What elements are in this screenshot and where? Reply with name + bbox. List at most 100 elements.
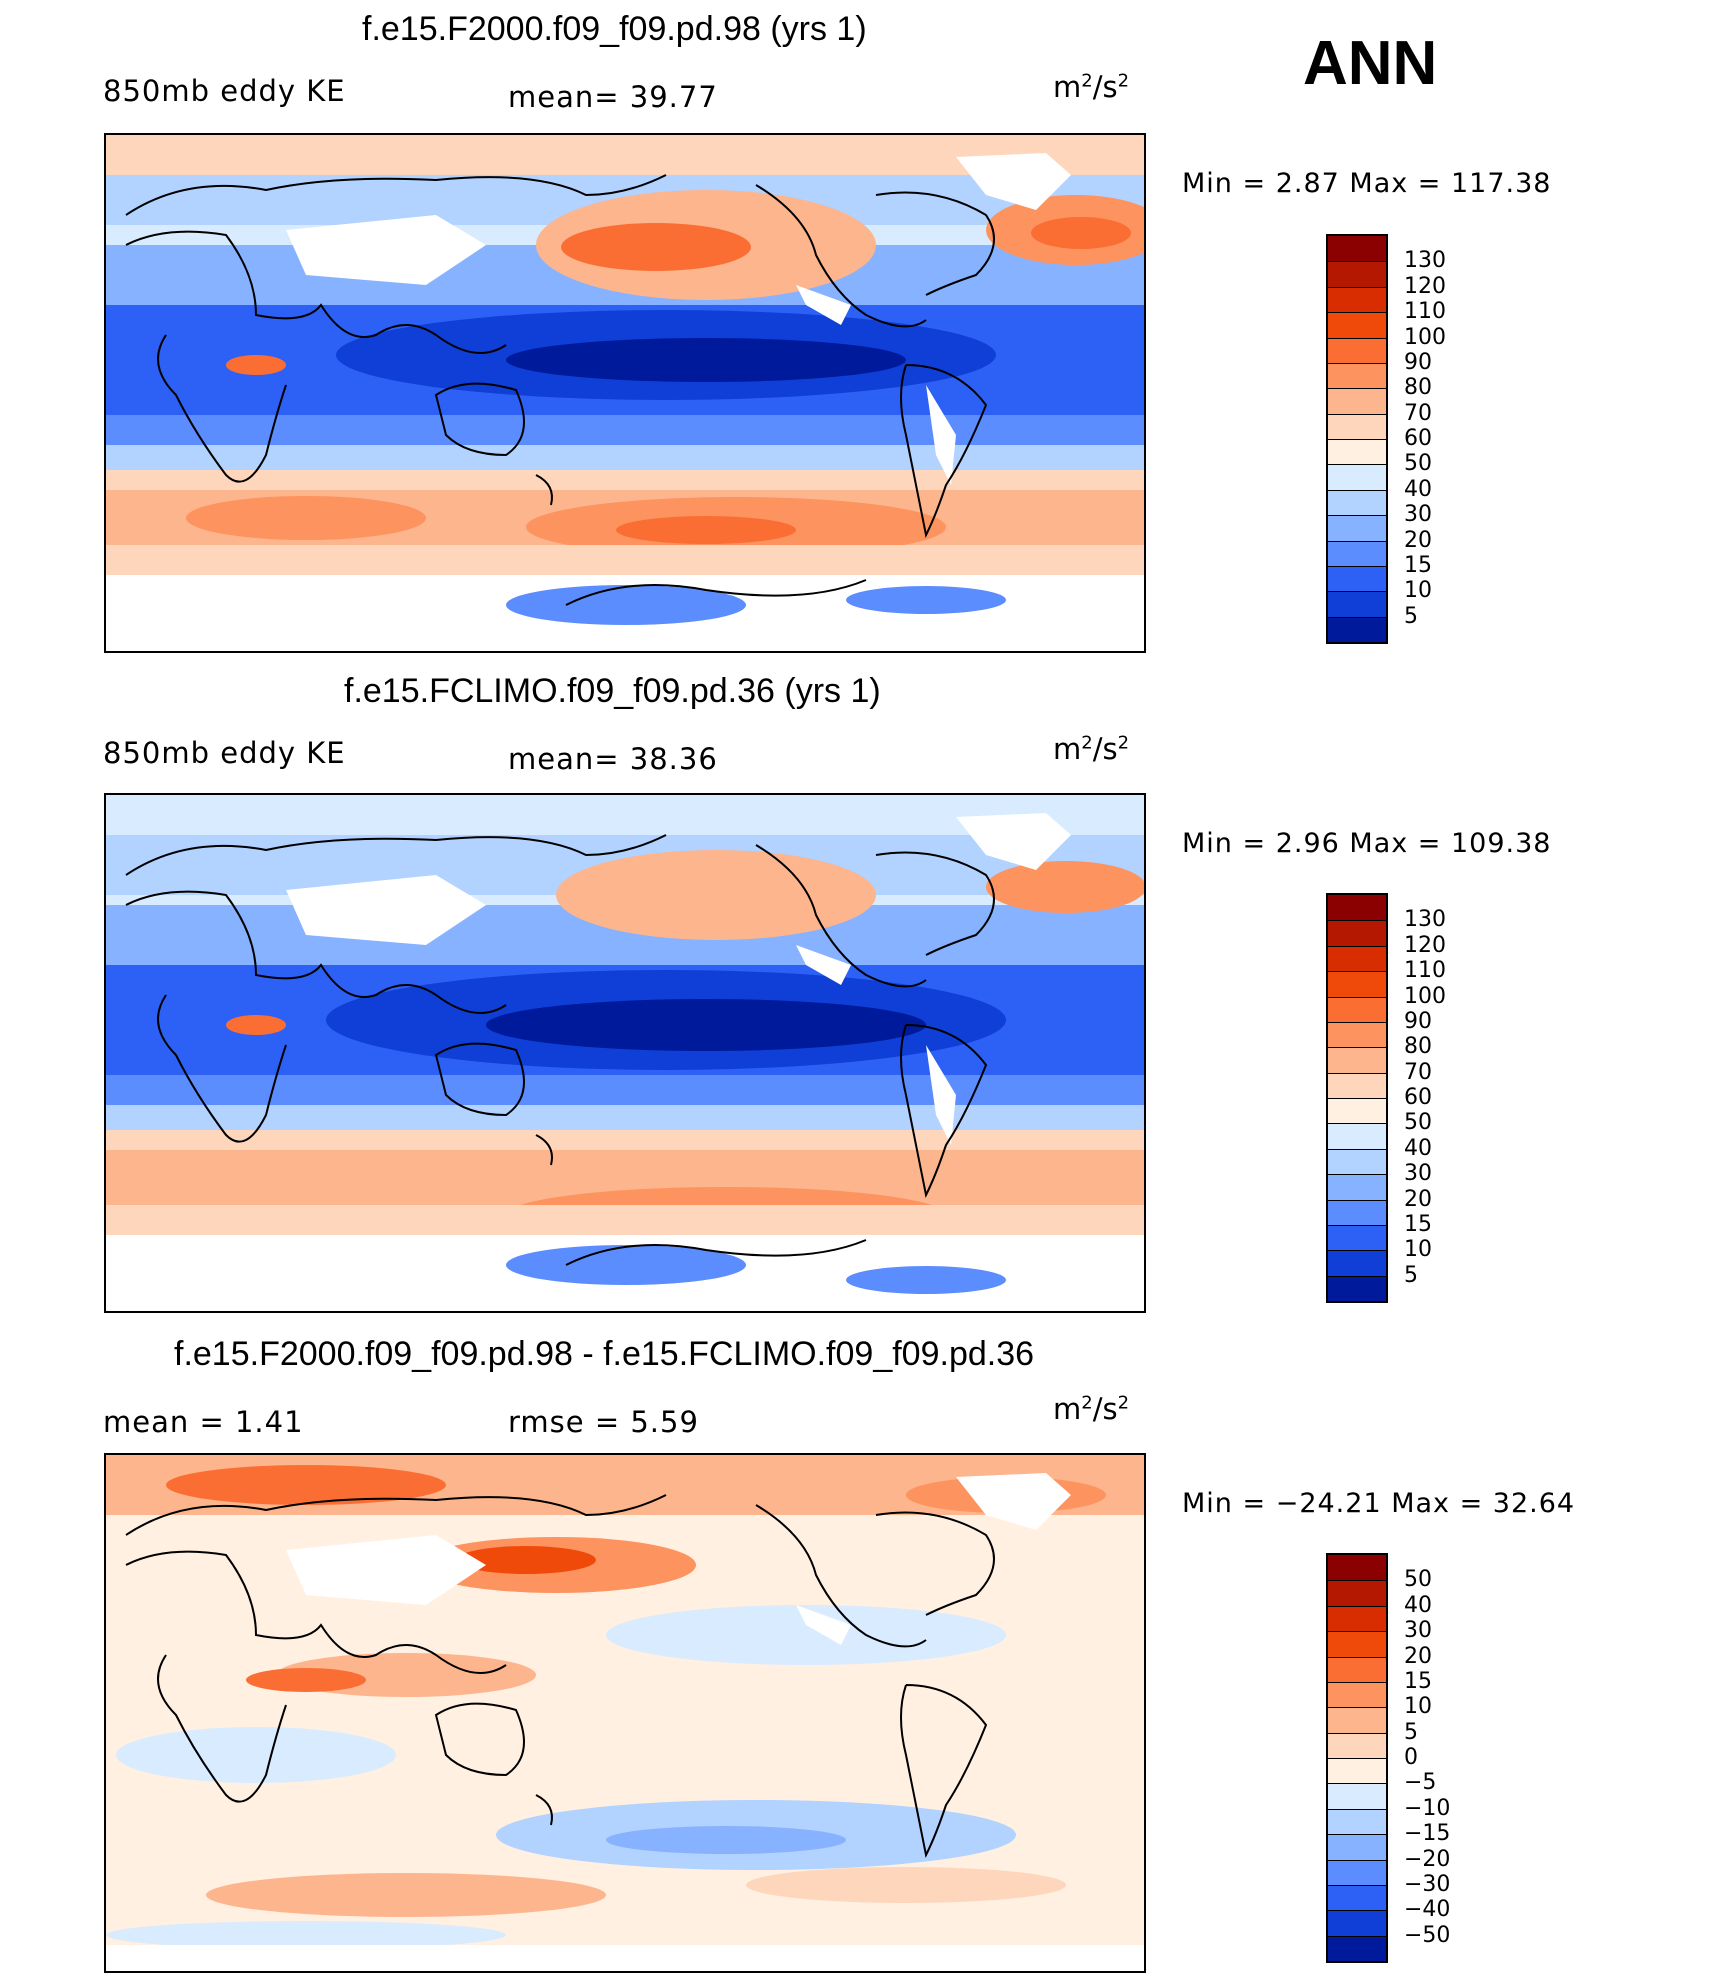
colorbar-swatch [1328, 464, 1386, 490]
colorbar-swatch [1328, 996, 1386, 1022]
colorbar-tick-label: 80 [1404, 375, 1432, 401]
colorbar-swatch [1328, 1707, 1386, 1733]
colorbar-tick-label: 20 [1404, 1643, 1432, 1669]
colorbar-tick-label: 90 [1404, 349, 1432, 375]
colorbar-tick-label: 120 [1404, 932, 1446, 958]
season-label: ANN [1303, 29, 1438, 98]
colorbar-swatch [1328, 1605, 1386, 1632]
colorbar-swatch [1328, 616, 1386, 642]
colorbar-swatch [1328, 945, 1386, 972]
colorbar-swatch [1328, 1631, 1386, 1657]
colorbar-swatch [1328, 1910, 1386, 1936]
colorbar-swatch [1328, 1884, 1386, 1911]
panel-2-mean-label: mean= 38.36 [508, 742, 718, 776]
colorbar-tick-label: 30 [1404, 1618, 1432, 1644]
colorbar-tick-label: 40 [1404, 1592, 1432, 1618]
panel-3-map [104, 1453, 1146, 1973]
colorbar-swatch [1328, 312, 1386, 338]
panel-2-map [104, 793, 1146, 1313]
colorbar-swatch [1328, 971, 1386, 997]
colorbar-swatch [1328, 286, 1386, 313]
panel-3-colorbar [1326, 1553, 1388, 1963]
colorbar-swatch [1328, 1021, 1386, 1048]
panel-3-title: f.e15.F2000.f09_f09.pd.98 - f.e15.FCLIMO… [174, 1335, 1035, 1373]
colorbar-swatch [1328, 388, 1386, 414]
colorbar-tick-label: 10 [1404, 578, 1432, 604]
colorbar-tick-label: −10 [1404, 1795, 1451, 1821]
colorbar-tick-label: −40 [1404, 1897, 1451, 1923]
panel-1-variable-label: 850mb eddy KE [103, 74, 346, 108]
colorbar-tick-label: −15 [1404, 1821, 1451, 1847]
colorbar-tick-label: 0 [1404, 1745, 1418, 1770]
colorbar-tick-label: 15 [1404, 1211, 1432, 1237]
colorbar-tick-label: 40 [1404, 1135, 1432, 1161]
colorbar-tick-label: 90 [1404, 1008, 1432, 1034]
colorbar-swatch [1328, 591, 1386, 617]
colorbar-tick-label: 10 [1404, 1237, 1432, 1263]
colorbar-tick-label: 100 [1404, 983, 1446, 1009]
colorbar-tick-label: 10 [1404, 1694, 1432, 1720]
colorbar-tick-label: 60 [1404, 426, 1432, 451]
colorbar-swatch [1328, 489, 1386, 516]
colorbar-swatch [1328, 337, 1386, 363]
colorbar-tick-label: 5 [1404, 603, 1418, 629]
colorbar-swatch [1328, 1935, 1386, 1961]
colorbar-tick-label: 50 [1404, 1110, 1432, 1136]
colorbar-swatch [1328, 1783, 1386, 1809]
colorbar-tick-label: 130 [1404, 248, 1446, 274]
panel-1-colorbar [1326, 234, 1388, 644]
colorbar-tick-label: 60 [1404, 1085, 1432, 1110]
colorbar-swatch [1328, 1123, 1386, 1149]
colorbar-swatch [1328, 362, 1386, 389]
colorbar-swatch [1328, 413, 1386, 439]
colorbar-swatch [1328, 565, 1386, 592]
colorbar-tick-label: 5 [1404, 1262, 1418, 1288]
panel-3-mean-label: mean = 1.41 [103, 1405, 304, 1439]
panel-1-units: m2/s2 [1053, 70, 1130, 104]
colorbar-swatch [1328, 1758, 1386, 1784]
panel-1-mean-label: mean= 39.77 [508, 80, 718, 114]
colorbar-tick-label: 50 [1404, 1567, 1432, 1593]
panel-1-title: f.e15.F2000.f09_f09.pd.98 (yrs 1) [362, 10, 867, 48]
colorbar-tick-label: −50 [1404, 1922, 1451, 1948]
colorbar-tick-label: 15 [1404, 1668, 1432, 1694]
panel-1-map [104, 133, 1146, 653]
colorbar-tick-label: 70 [1404, 1059, 1432, 1085]
panel-2-title: f.e15.FCLIMO.f09_f09.pd.36 (yrs 1) [344, 672, 881, 710]
colorbar-swatch [1328, 1148, 1386, 1175]
colorbar-swatch [1328, 1808, 1386, 1835]
colorbar-swatch [1328, 1834, 1386, 1860]
colorbar-tick-label: 15 [1404, 552, 1432, 578]
colorbar-swatch [1328, 236, 1386, 262]
colorbar-tick-label: 30 [1404, 1161, 1432, 1187]
colorbar-tick-label: 40 [1404, 476, 1432, 502]
panel-3-min-max: Min = −24.21 Max = 32.64 [1182, 1488, 1576, 1519]
colorbar-swatch [1328, 895, 1386, 921]
colorbar-tick-label: 120 [1404, 273, 1446, 299]
colorbar-tick-label: −20 [1404, 1846, 1451, 1872]
colorbar-tick-label: 110 [1404, 958, 1446, 984]
colorbar-tick-label: 70 [1404, 400, 1432, 426]
colorbar-tick-label: 80 [1404, 1034, 1432, 1060]
colorbar-tick-label: 30 [1404, 502, 1432, 528]
panel-1-min-max: Min = 2.87 Max = 117.38 [1182, 168, 1552, 199]
colorbar-tick-label: 110 [1404, 299, 1446, 325]
colorbar-swatch [1328, 515, 1386, 541]
colorbar-swatch [1328, 1224, 1386, 1251]
colorbar-swatch [1328, 1580, 1386, 1606]
colorbar-tick-label: 130 [1404, 907, 1446, 933]
colorbar-swatch [1328, 1174, 1386, 1200]
colorbar-swatch [1328, 1250, 1386, 1276]
colorbar-swatch [1328, 1199, 1386, 1225]
colorbar-swatch [1328, 1047, 1386, 1073]
colorbar-swatch [1328, 261, 1386, 287]
colorbar-tick-label: 20 [1404, 1186, 1432, 1212]
colorbar-swatch [1328, 1656, 1386, 1682]
colorbar-tick-label: −30 [1404, 1871, 1451, 1897]
colorbar-swatch [1328, 1072, 1386, 1098]
panel-2-variable-label: 850mb eddy KE [103, 736, 346, 770]
colorbar-swatch [1328, 540, 1386, 566]
colorbar-tick-label: −5 [1404, 1770, 1437, 1796]
colorbar-swatch [1328, 1732, 1386, 1758]
colorbar-tick-label: 5 [1404, 1719, 1418, 1745]
